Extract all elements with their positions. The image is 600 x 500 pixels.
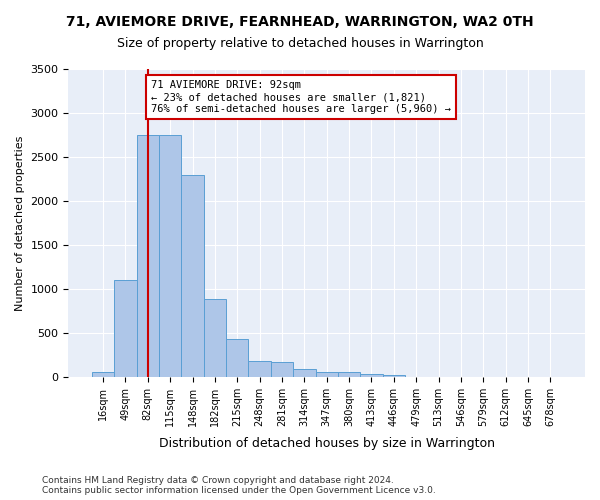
Bar [137, 135, 159, 377]
Bar [92, 372, 114, 377]
Y-axis label: Number of detached properties: Number of detached properties [15, 135, 25, 310]
Bar [159, 135, 181, 377]
Text: 71 AVIEMORE DRIVE: 92sqm
← 23% of detached houses are smaller (1,821)
76% of sem: 71 AVIEMORE DRIVE: 92sqm ← 23% of detach… [151, 80, 451, 114]
Text: Contains HM Land Registry data © Crown copyright and database right 2024.
Contai: Contains HM Land Registry data © Crown c… [42, 476, 436, 495]
Bar [114, 280, 137, 377]
Bar [383, 374, 405, 377]
Bar [360, 374, 383, 377]
Bar [316, 372, 338, 377]
Bar [204, 300, 226, 377]
Text: 71, AVIEMORE DRIVE, FEARNHEAD, WARRINGTON, WA2 0TH: 71, AVIEMORE DRIVE, FEARNHEAD, WARRINGTO… [66, 15, 534, 29]
Bar [271, 362, 293, 377]
Text: Size of property relative to detached houses in Warrington: Size of property relative to detached ho… [116, 38, 484, 51]
Bar [338, 372, 360, 377]
X-axis label: Distribution of detached houses by size in Warrington: Distribution of detached houses by size … [159, 437, 495, 450]
Bar [226, 339, 248, 377]
Bar [293, 369, 316, 377]
Bar [181, 174, 204, 377]
Bar [248, 362, 271, 377]
